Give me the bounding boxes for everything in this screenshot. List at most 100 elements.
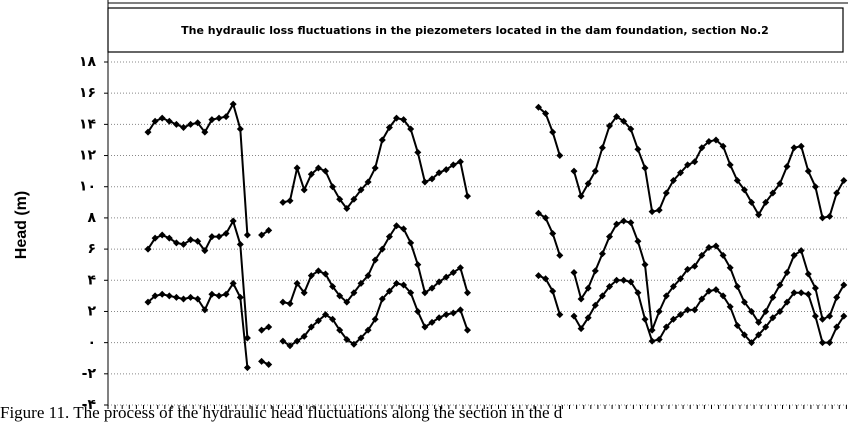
point — [769, 314, 777, 322]
series-line — [147, 101, 845, 236]
point — [591, 167, 599, 175]
y-tick-label: ۸ — [87, 210, 96, 226]
point — [151, 292, 159, 300]
point — [662, 292, 670, 300]
chart-title: The hydraulic loss fluctuations in the p… — [181, 24, 769, 37]
y-tick-label: ۶ — [87, 241, 96, 257]
point — [648, 337, 656, 345]
point — [719, 251, 727, 259]
point — [180, 240, 187, 248]
point — [542, 275, 550, 283]
point — [648, 208, 656, 216]
point — [435, 278, 443, 286]
point — [215, 292, 223, 300]
point — [222, 290, 230, 298]
point — [258, 326, 266, 334]
point — [748, 339, 755, 347]
point — [180, 123, 187, 131]
y-tick-label: ۱۸ — [79, 54, 97, 70]
point — [421, 323, 429, 331]
point — [677, 275, 684, 283]
point — [236, 125, 244, 133]
point — [364, 326, 372, 334]
point — [790, 289, 798, 297]
point — [385, 123, 393, 131]
point — [613, 276, 621, 284]
point — [549, 287, 557, 295]
point — [158, 231, 166, 239]
point — [762, 198, 770, 206]
point — [833, 293, 841, 301]
point — [577, 295, 585, 303]
point — [293, 164, 301, 172]
point — [606, 233, 613, 241]
point — [627, 278, 635, 286]
point — [726, 303, 734, 311]
point — [407, 125, 415, 133]
point — [208, 290, 216, 298]
point — [613, 220, 621, 228]
point — [428, 318, 436, 326]
y-tick-label: ۱۰ — [79, 179, 96, 195]
point — [698, 295, 706, 303]
point — [364, 178, 372, 186]
point — [322, 311, 329, 319]
point — [591, 267, 599, 275]
point — [705, 138, 713, 146]
point — [456, 264, 464, 272]
point — [584, 180, 592, 188]
point — [719, 142, 727, 150]
point — [790, 251, 798, 259]
point — [662, 189, 670, 197]
point — [293, 337, 301, 345]
point — [613, 113, 621, 121]
point — [393, 222, 400, 230]
point — [456, 306, 464, 314]
point — [400, 225, 408, 233]
point — [428, 175, 436, 183]
point — [570, 268, 578, 276]
point — [414, 307, 422, 315]
point — [144, 128, 152, 136]
point — [378, 136, 386, 144]
point — [655, 206, 663, 214]
point — [762, 323, 770, 331]
point — [421, 289, 429, 297]
point — [598, 144, 606, 152]
point — [748, 198, 755, 206]
point — [329, 283, 337, 291]
point — [258, 231, 266, 239]
point — [187, 236, 195, 244]
point — [421, 178, 429, 186]
point — [755, 211, 763, 219]
point — [449, 309, 457, 317]
point — [811, 312, 819, 320]
point — [691, 306, 699, 314]
y-axis-label: Head (m) — [13, 191, 30, 259]
point — [542, 109, 550, 117]
point — [215, 114, 223, 122]
point — [740, 298, 748, 306]
point — [172, 293, 180, 301]
point — [783, 268, 791, 276]
point — [584, 284, 592, 292]
point — [371, 164, 379, 172]
point — [740, 331, 748, 339]
point — [322, 270, 329, 278]
point — [208, 233, 216, 241]
point — [804, 290, 812, 298]
point — [449, 268, 457, 276]
point — [201, 306, 209, 314]
point — [719, 292, 727, 300]
point — [819, 315, 826, 323]
point — [336, 195, 344, 203]
point — [414, 148, 422, 156]
point — [279, 198, 287, 206]
point — [762, 307, 770, 315]
point — [705, 287, 713, 295]
point — [620, 276, 628, 284]
point — [343, 298, 351, 306]
point — [229, 100, 237, 108]
point — [407, 289, 415, 297]
